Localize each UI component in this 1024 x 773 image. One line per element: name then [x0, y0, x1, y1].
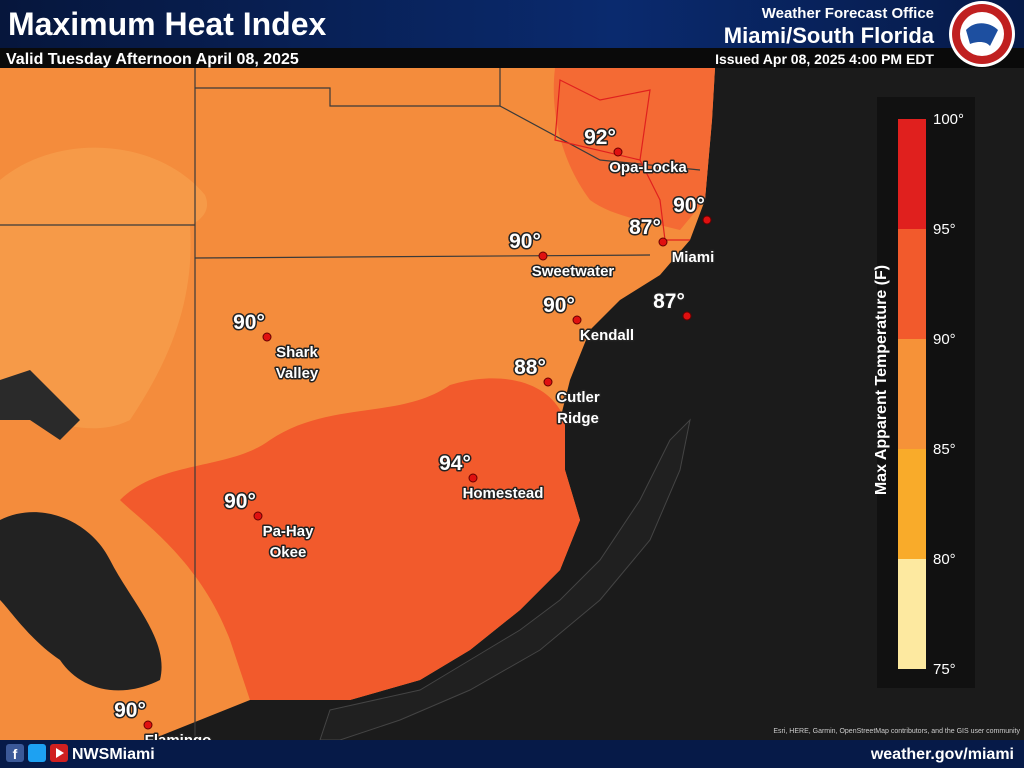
temperature-label: 90°: [224, 490, 256, 513]
office-name: Miami/South Florida: [724, 23, 935, 48]
light-region: [0, 147, 208, 234]
attribution: Esri, HERE, Garmin, OpenStreetMap contri…: [773, 728, 1020, 735]
valid-time: Valid Tuesday Afternoon April 08, 2025: [6, 51, 299, 68]
station-name: Kendall: [580, 327, 634, 344]
station-dot: [702, 215, 712, 225]
temperature-label: 90°: [543, 294, 575, 317]
station-dot: [572, 315, 582, 325]
temperature-label: 90°: [114, 699, 146, 722]
legend-tick: 80°: [933, 551, 956, 568]
station-name: Pa-Hay: [263, 523, 315, 540]
temperature-label: 87°: [653, 290, 685, 313]
legend-tick: 75°: [933, 661, 956, 678]
station-dot: [262, 332, 272, 342]
temperature-label: 90°: [673, 194, 705, 217]
nws-logo: [949, 1, 1015, 67]
legend-bin: [898, 119, 926, 229]
station-name: Sweetwater: [532, 263, 615, 280]
subheader-bar: [0, 48, 1024, 68]
station-name: Ridge: [557, 410, 599, 427]
legend-bin: [898, 229, 926, 339]
office-label: Weather Forecast Office: [762, 5, 934, 22]
temperature-label: 88°: [514, 356, 546, 379]
title: Maximum Heat Index: [8, 6, 327, 42]
header-bar: [0, 0, 1024, 48]
station-name: Miami: [672, 249, 715, 266]
legend-title: Max Apparent Temperature (F): [873, 265, 890, 495]
station-dot: [658, 237, 668, 247]
station-name: Cutler: [556, 389, 600, 406]
station-dot: [543, 377, 553, 387]
issued-time: Issued Apr 08, 2025 4:00 PM EDT: [715, 51, 934, 67]
county-lines: [0, 68, 701, 740]
station-dot: [143, 720, 153, 730]
keys: [319, 418, 691, 741]
station-dot: [613, 147, 623, 157]
light-region: [0, 225, 191, 429]
social-icons[interactable]: f: [6, 744, 68, 762]
footer-bar: [0, 740, 1024, 768]
temperature-label: 87°: [629, 216, 661, 239]
legend-tick: 95°: [933, 221, 956, 238]
station-dot: [682, 311, 692, 321]
social-handle[interactable]: NWSMiami: [72, 746, 155, 763]
station-name: Valley: [276, 365, 319, 382]
svg-text:f: f: [13, 746, 18, 762]
legend-bin: [898, 339, 926, 449]
station-dot: [253, 511, 263, 521]
city-boundaries: [554, 79, 690, 241]
station-dot: [468, 473, 478, 483]
hot-region: [120, 378, 580, 700]
station-name: Okee: [270, 544, 307, 561]
station-dot: [538, 251, 548, 261]
legend-tick: 100°: [933, 111, 964, 128]
temperature-label: 90°: [233, 311, 265, 334]
legend-bin: [898, 559, 926, 669]
temperature-label: 90°: [509, 230, 541, 253]
dark-region: [553, 68, 715, 230]
station-name: Opa-Locka: [609, 159, 687, 176]
legend-bin: [898, 449, 926, 559]
station-name: Homestead: [463, 485, 544, 502]
station-name: Shark: [276, 344, 318, 361]
temperature-label: 94°: [439, 452, 471, 475]
bay: [0, 512, 162, 691]
lake: [0, 370, 80, 440]
legend-tick: 85°: [933, 441, 956, 458]
website[interactable]: weather.gov/miami: [870, 746, 1014, 763]
legend-tick: 90°: [933, 331, 956, 348]
temperature-label: 92°: [584, 126, 616, 149]
